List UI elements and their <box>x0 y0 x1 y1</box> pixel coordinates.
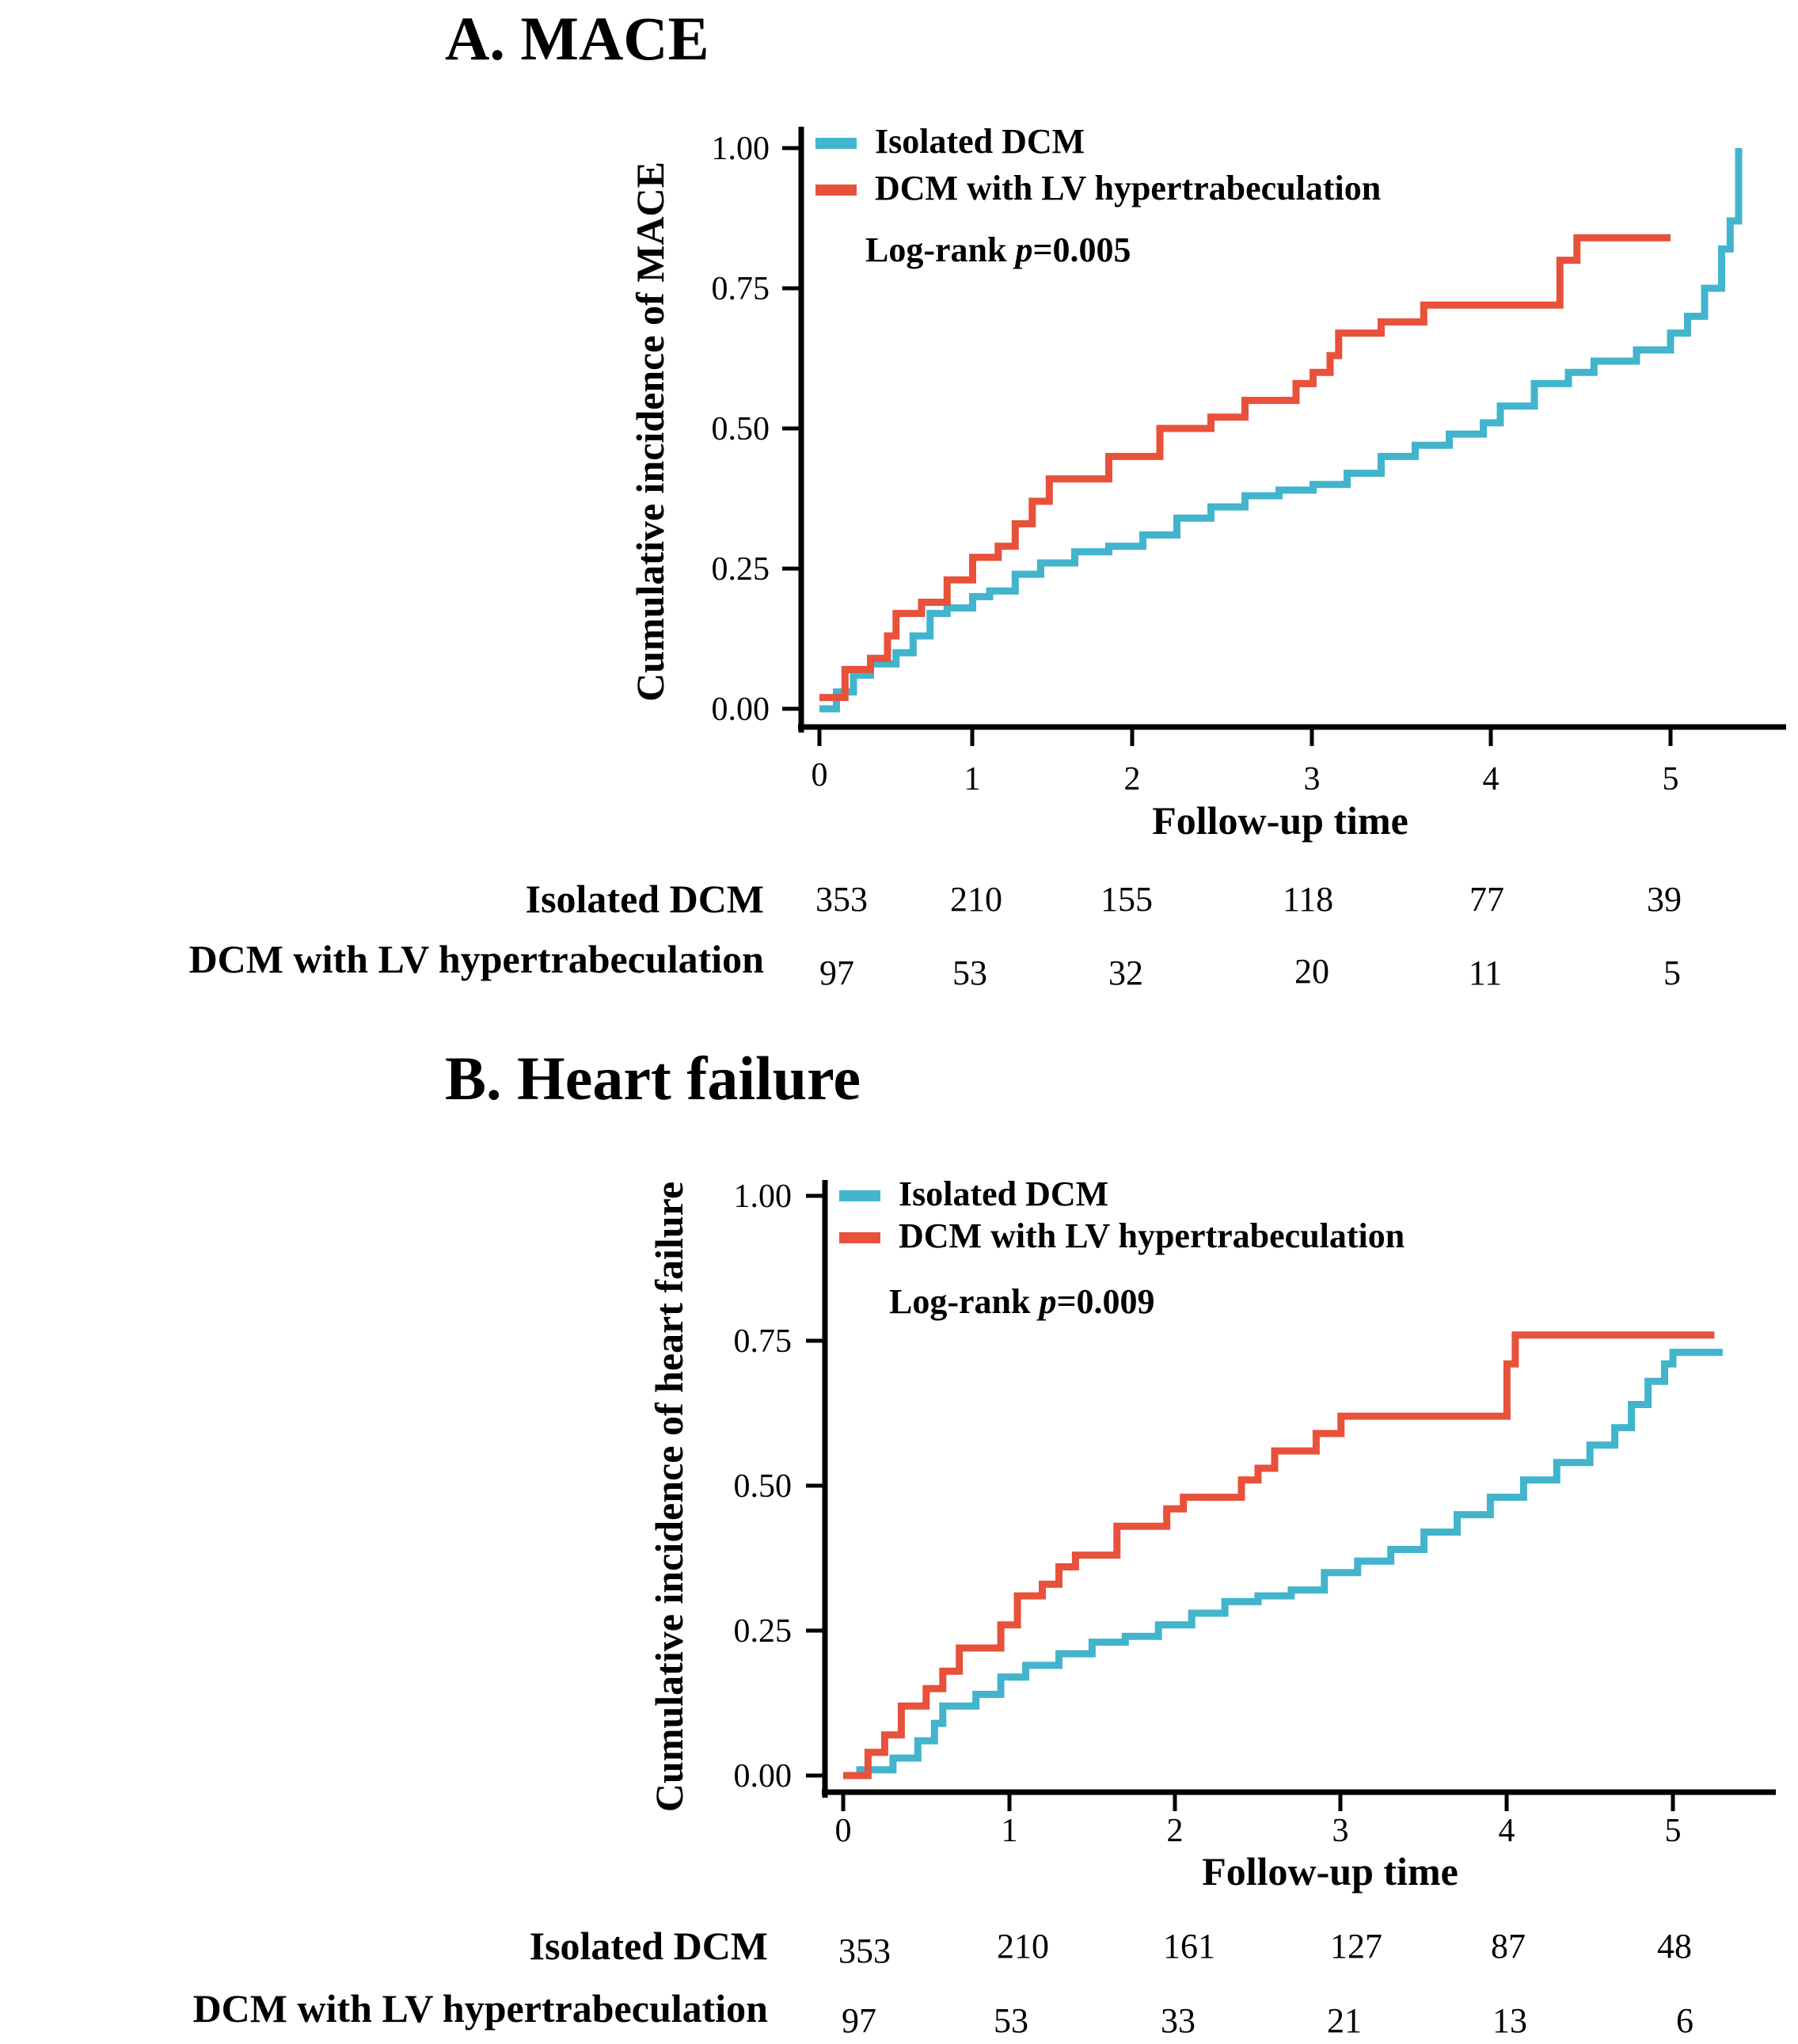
x-tick-label: 1 <box>1002 1813 1018 1849</box>
risk-value: 20 <box>1294 952 1329 991</box>
risk-value: 210 <box>997 1927 1049 1966</box>
x-tick-label: 0 <box>812 757 828 794</box>
x-tick-label: 3 <box>1304 761 1321 797</box>
y-tick-label: 0.25 <box>712 551 770 588</box>
y-tick-label: 1.00 <box>712 131 770 167</box>
risk-value: 210 <box>950 880 1002 919</box>
y-tick-label: 0.00 <box>712 691 770 728</box>
legend-label: DCM with LV hypertrabeculation <box>899 1216 1405 1255</box>
x-tick-label: 1 <box>964 761 981 797</box>
risk-value: 77 <box>1469 880 1504 919</box>
risk-value: 11 <box>1469 953 1502 992</box>
risk-value: 48 <box>1657 1927 1692 1966</box>
risk-value: 39 <box>1647 880 1682 919</box>
lv-hypertrabeculation-curve <box>843 1331 1715 1779</box>
risk-value: 21 <box>1327 2001 1362 2040</box>
risk-value: 32 <box>1108 953 1143 992</box>
risk-value: 5 <box>1663 953 1681 992</box>
panel-title: B. Heart failure <box>445 1044 861 1113</box>
risk-value: 97 <box>842 2001 876 2040</box>
risk-value: 155 <box>1100 880 1153 919</box>
risk-value: 6 <box>1676 2001 1693 2040</box>
y-tick-label: 0.00 <box>734 1758 793 1795</box>
isolated-dcm-curve <box>843 1349 1723 1779</box>
y-tick-label: 0.75 <box>734 1323 793 1360</box>
y-axis-title: Cumulative incidence of MACE <box>628 162 672 702</box>
risk-value: 13 <box>1492 2001 1527 2040</box>
panel-mace: A. MACE Cumulative incidence of MACE 0.0… <box>189 4 1786 992</box>
risk-row-label: Isolated DCM <box>530 1924 768 1968</box>
x-tick-label: 2 <box>1124 761 1141 797</box>
y-tick-label: 0.50 <box>712 411 770 447</box>
risk-value: 118 <box>1283 880 1333 919</box>
legend: Isolated DCM DCM with LV hypertrabeculat… <box>839 1174 1405 1255</box>
isolated-dcm-curve <box>819 148 1743 713</box>
panel-title: A. MACE <box>445 4 709 73</box>
risk-value: 33 <box>1161 2001 1195 2040</box>
x-tick-label: 3 <box>1332 1813 1349 1849</box>
y-tick-label: 0.50 <box>734 1468 793 1505</box>
y-tick-label: 0.75 <box>712 271 770 307</box>
logrank-annotation: Log-rank p=0.005 <box>865 230 1131 269</box>
risk-value: 353 <box>838 1932 891 1970</box>
x-tick-label: 4 <box>1499 1813 1515 1849</box>
risk-value: 97 <box>819 953 854 992</box>
y-tick-label: 0.25 <box>734 1613 793 1650</box>
risk-value: 53 <box>994 2001 1028 2040</box>
x-tick-label: 5 <box>1665 1813 1682 1849</box>
x-tick-label: 2 <box>1167 1813 1184 1849</box>
risk-value: 87 <box>1491 1927 1526 1966</box>
legend-label: DCM with LV hypertrabeculation <box>875 169 1381 207</box>
x-tick-label: 5 <box>1663 761 1679 797</box>
x-axis-title: Follow-up time <box>1202 1849 1458 1894</box>
risk-table: Isolated DCM DCM with LV hypertrabeculat… <box>193 1924 1693 2040</box>
panel-heart-failure: B. Heart failure Cumulative incidence of… <box>193 1044 1776 2040</box>
risk-table: Isolated DCM DCM with LV hypertrabeculat… <box>189 877 1682 992</box>
risk-value: 161 <box>1163 1927 1215 1966</box>
risk-row-label: DCM with LV hypertrabeculation <box>189 937 765 981</box>
legend-label: Isolated DCM <box>899 1174 1108 1213</box>
risk-value: 127 <box>1330 1927 1382 1966</box>
logrank-annotation: Log-rank p=0.009 <box>889 1282 1155 1321</box>
lv-hypertrabeculation-curve <box>819 234 1671 702</box>
risk-row-label: DCM with LV hypertrabeculation <box>193 1986 769 2031</box>
legend-label: Isolated DCM <box>875 122 1085 161</box>
risk-value: 53 <box>952 953 987 992</box>
risk-value: 353 <box>815 880 868 919</box>
legend: Isolated DCM DCM with LV hypertrabeculat… <box>815 122 1381 207</box>
y-axis-title: Cumulative incidence of heart failure <box>647 1182 691 1812</box>
x-tick-label: 0 <box>835 1813 852 1849</box>
y-tick-label: 1.00 <box>734 1178 793 1215</box>
x-tick-label: 4 <box>1483 761 1500 797</box>
risk-row-label: Isolated DCM <box>526 877 764 921</box>
x-axis-title: Follow-up time <box>1152 798 1408 843</box>
